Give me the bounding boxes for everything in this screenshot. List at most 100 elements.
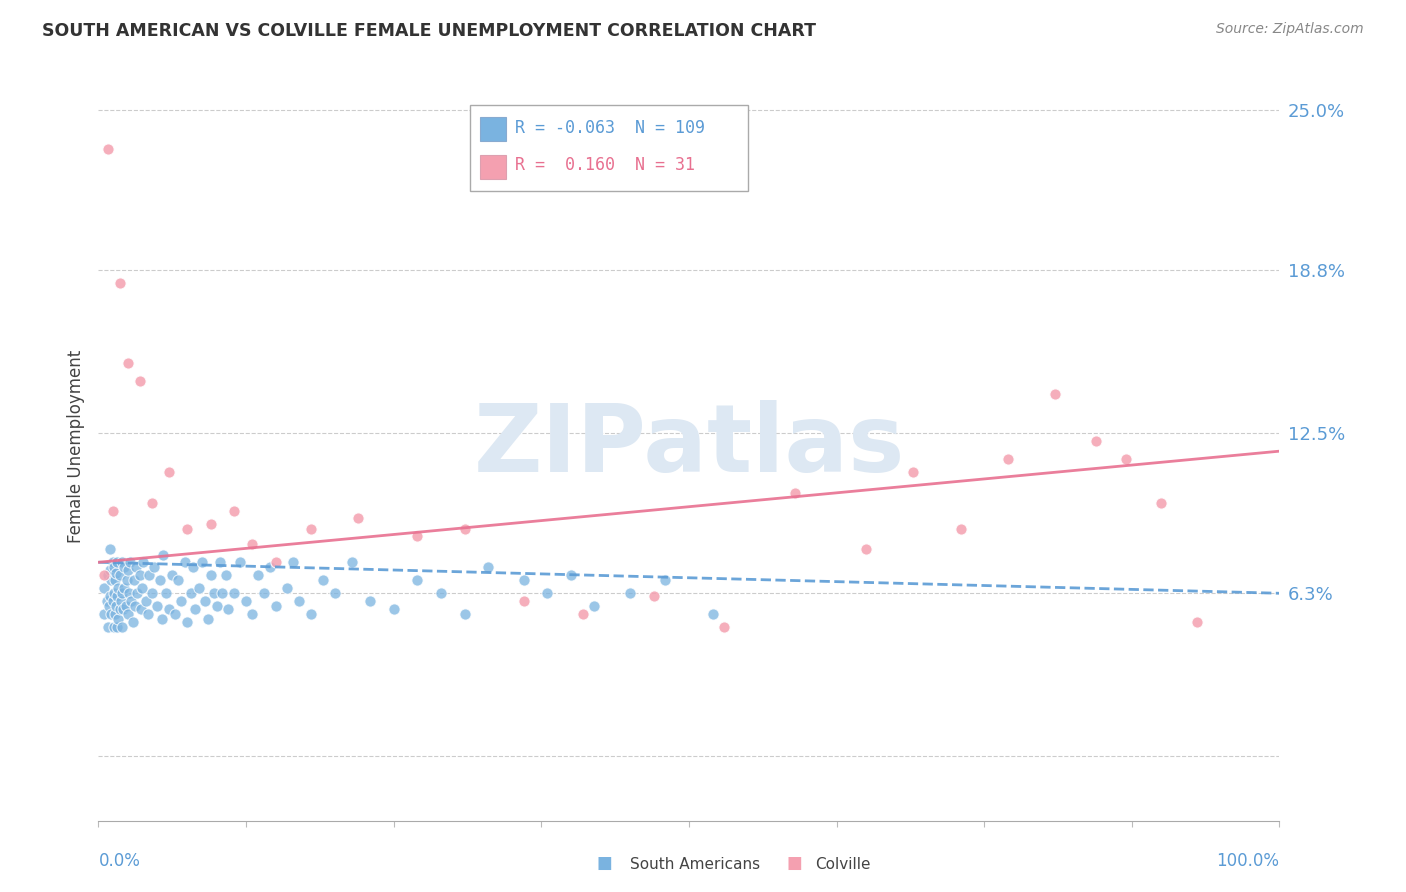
Point [132, 555, 155, 569]
Point [323, 586, 346, 600]
Point [100, 607, 122, 621]
Point [453, 607, 475, 621]
Point [136, 607, 159, 621]
Point [276, 581, 298, 595]
Point [512, 574, 534, 588]
Point [160, 568, 183, 582]
Point [103, 586, 125, 600]
Point [342, 555, 364, 569]
Text: 100.0%: 100.0% [1216, 852, 1279, 870]
Text: ■: ■ [786, 855, 803, 872]
Point [110, 594, 132, 608]
Point [97, 142, 120, 156]
Point [253, 586, 276, 600]
Point [128, 375, 150, 389]
Point [150, 612, 173, 626]
Point [180, 586, 202, 600]
Point [224, 586, 246, 600]
Point [299, 522, 322, 536]
Text: 0.0%: 0.0% [98, 852, 141, 870]
Point [127, 586, 149, 600]
Point [264, 599, 287, 614]
Point [104, 607, 127, 621]
Point [112, 560, 135, 574]
Point [152, 548, 174, 562]
Point [166, 574, 188, 588]
Point [406, 529, 429, 543]
Point [120, 555, 142, 569]
Point [98, 563, 121, 577]
Point [224, 503, 246, 517]
Point [643, 589, 665, 603]
Point [96, 594, 118, 608]
Point [98, 599, 121, 614]
Point [702, 607, 724, 621]
Point [101, 555, 124, 569]
Point [100, 574, 122, 588]
Text: R =  0.160  N = 31: R = 0.160 N = 31 [516, 156, 696, 174]
Point [536, 586, 558, 600]
Text: SOUTH AMERICAN VS COLVILLE FEMALE UNEMPLOYMENT CORRELATION CHART: SOUTH AMERICAN VS COLVILLE FEMALE UNEMPL… [42, 22, 815, 40]
Point [107, 612, 129, 626]
Point [235, 594, 257, 608]
Point [93, 581, 115, 595]
Point [107, 581, 129, 595]
Point [141, 586, 163, 600]
Point [117, 356, 139, 370]
Point [785, 485, 807, 500]
Point [105, 599, 128, 614]
Point [283, 555, 305, 569]
Point [98, 542, 121, 557]
Point [187, 581, 209, 595]
Point [121, 615, 143, 629]
Point [129, 601, 152, 615]
Point [105, 589, 128, 603]
Point [205, 599, 228, 614]
Point [98, 589, 121, 603]
Point [149, 574, 172, 588]
Point [217, 601, 239, 615]
Point [176, 522, 198, 536]
Point [246, 568, 269, 582]
Point [312, 574, 335, 588]
Point [855, 542, 877, 557]
Point [121, 594, 143, 608]
Point [215, 568, 238, 582]
Point [97, 620, 120, 634]
Point [1115, 451, 1137, 466]
Point [138, 568, 160, 582]
Text: ■: ■ [596, 855, 613, 872]
Point [240, 537, 263, 551]
Point [141, 496, 163, 510]
Point [382, 601, 405, 615]
Point [202, 586, 225, 600]
Point [122, 574, 145, 588]
Point [571, 607, 593, 621]
Point [288, 594, 311, 608]
Point [184, 601, 207, 615]
Point [101, 503, 124, 517]
Y-axis label: Female Unemployment: Female Unemployment [66, 350, 84, 542]
Point [264, 555, 287, 569]
Point [197, 612, 219, 626]
Point [103, 560, 125, 574]
Point [97, 568, 120, 582]
Point [115, 574, 138, 588]
Point [359, 594, 381, 608]
Point [165, 607, 187, 621]
Point [103, 620, 125, 634]
Point [105, 555, 128, 569]
Point [108, 277, 131, 291]
Point [903, 465, 925, 479]
Point [108, 568, 131, 582]
Point [654, 574, 676, 588]
Point [229, 555, 252, 569]
Point [200, 568, 222, 582]
Point [93, 607, 115, 621]
Point [112, 581, 135, 595]
Text: R = -0.063  N = 109: R = -0.063 N = 109 [516, 119, 706, 136]
Point [155, 586, 177, 600]
Point [194, 594, 217, 608]
Point [299, 607, 322, 621]
Point [101, 594, 124, 608]
